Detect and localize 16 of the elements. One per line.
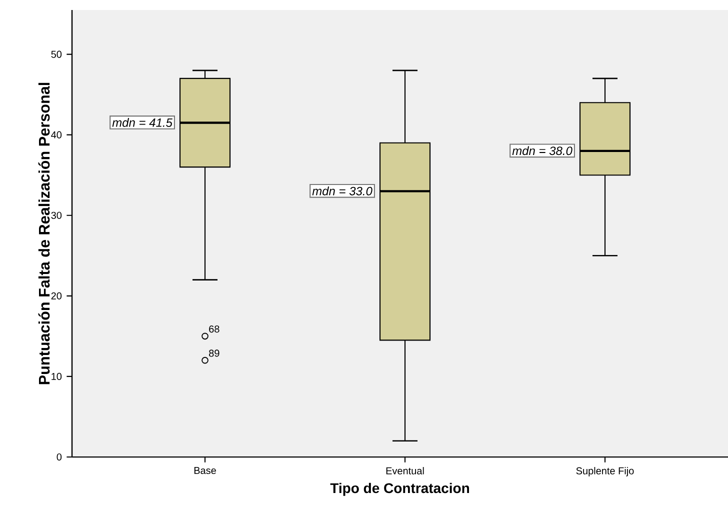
y-tick-label: 10 (52, 372, 62, 380)
y-tick-label: 50 (51, 50, 62, 58)
y-tick-label: 30 (51, 212, 62, 219)
annotation: mdn = 33.0 (312, 186, 372, 196)
annotation: 89 (209, 350, 220, 357)
annotation: 68 (209, 325, 220, 333)
y-axis-title: Puntuación Falta de Realización Personal (38, 82, 50, 384)
x-axis-title: Tipo de Contratacion (330, 482, 469, 496)
y-tick-label: 0 (56, 453, 62, 461)
annotation: mdn = 38.0 (512, 146, 572, 156)
x-tick-label: Base (194, 467, 216, 474)
x-tick-label: Eventual (386, 467, 424, 474)
annotation: mdn = 41.5 (112, 118, 172, 127)
y-tick-label: 20 (51, 292, 62, 300)
x-tick-label: Suplente Fijo (576, 467, 634, 476)
y-tick-label: 40 (51, 131, 62, 138)
